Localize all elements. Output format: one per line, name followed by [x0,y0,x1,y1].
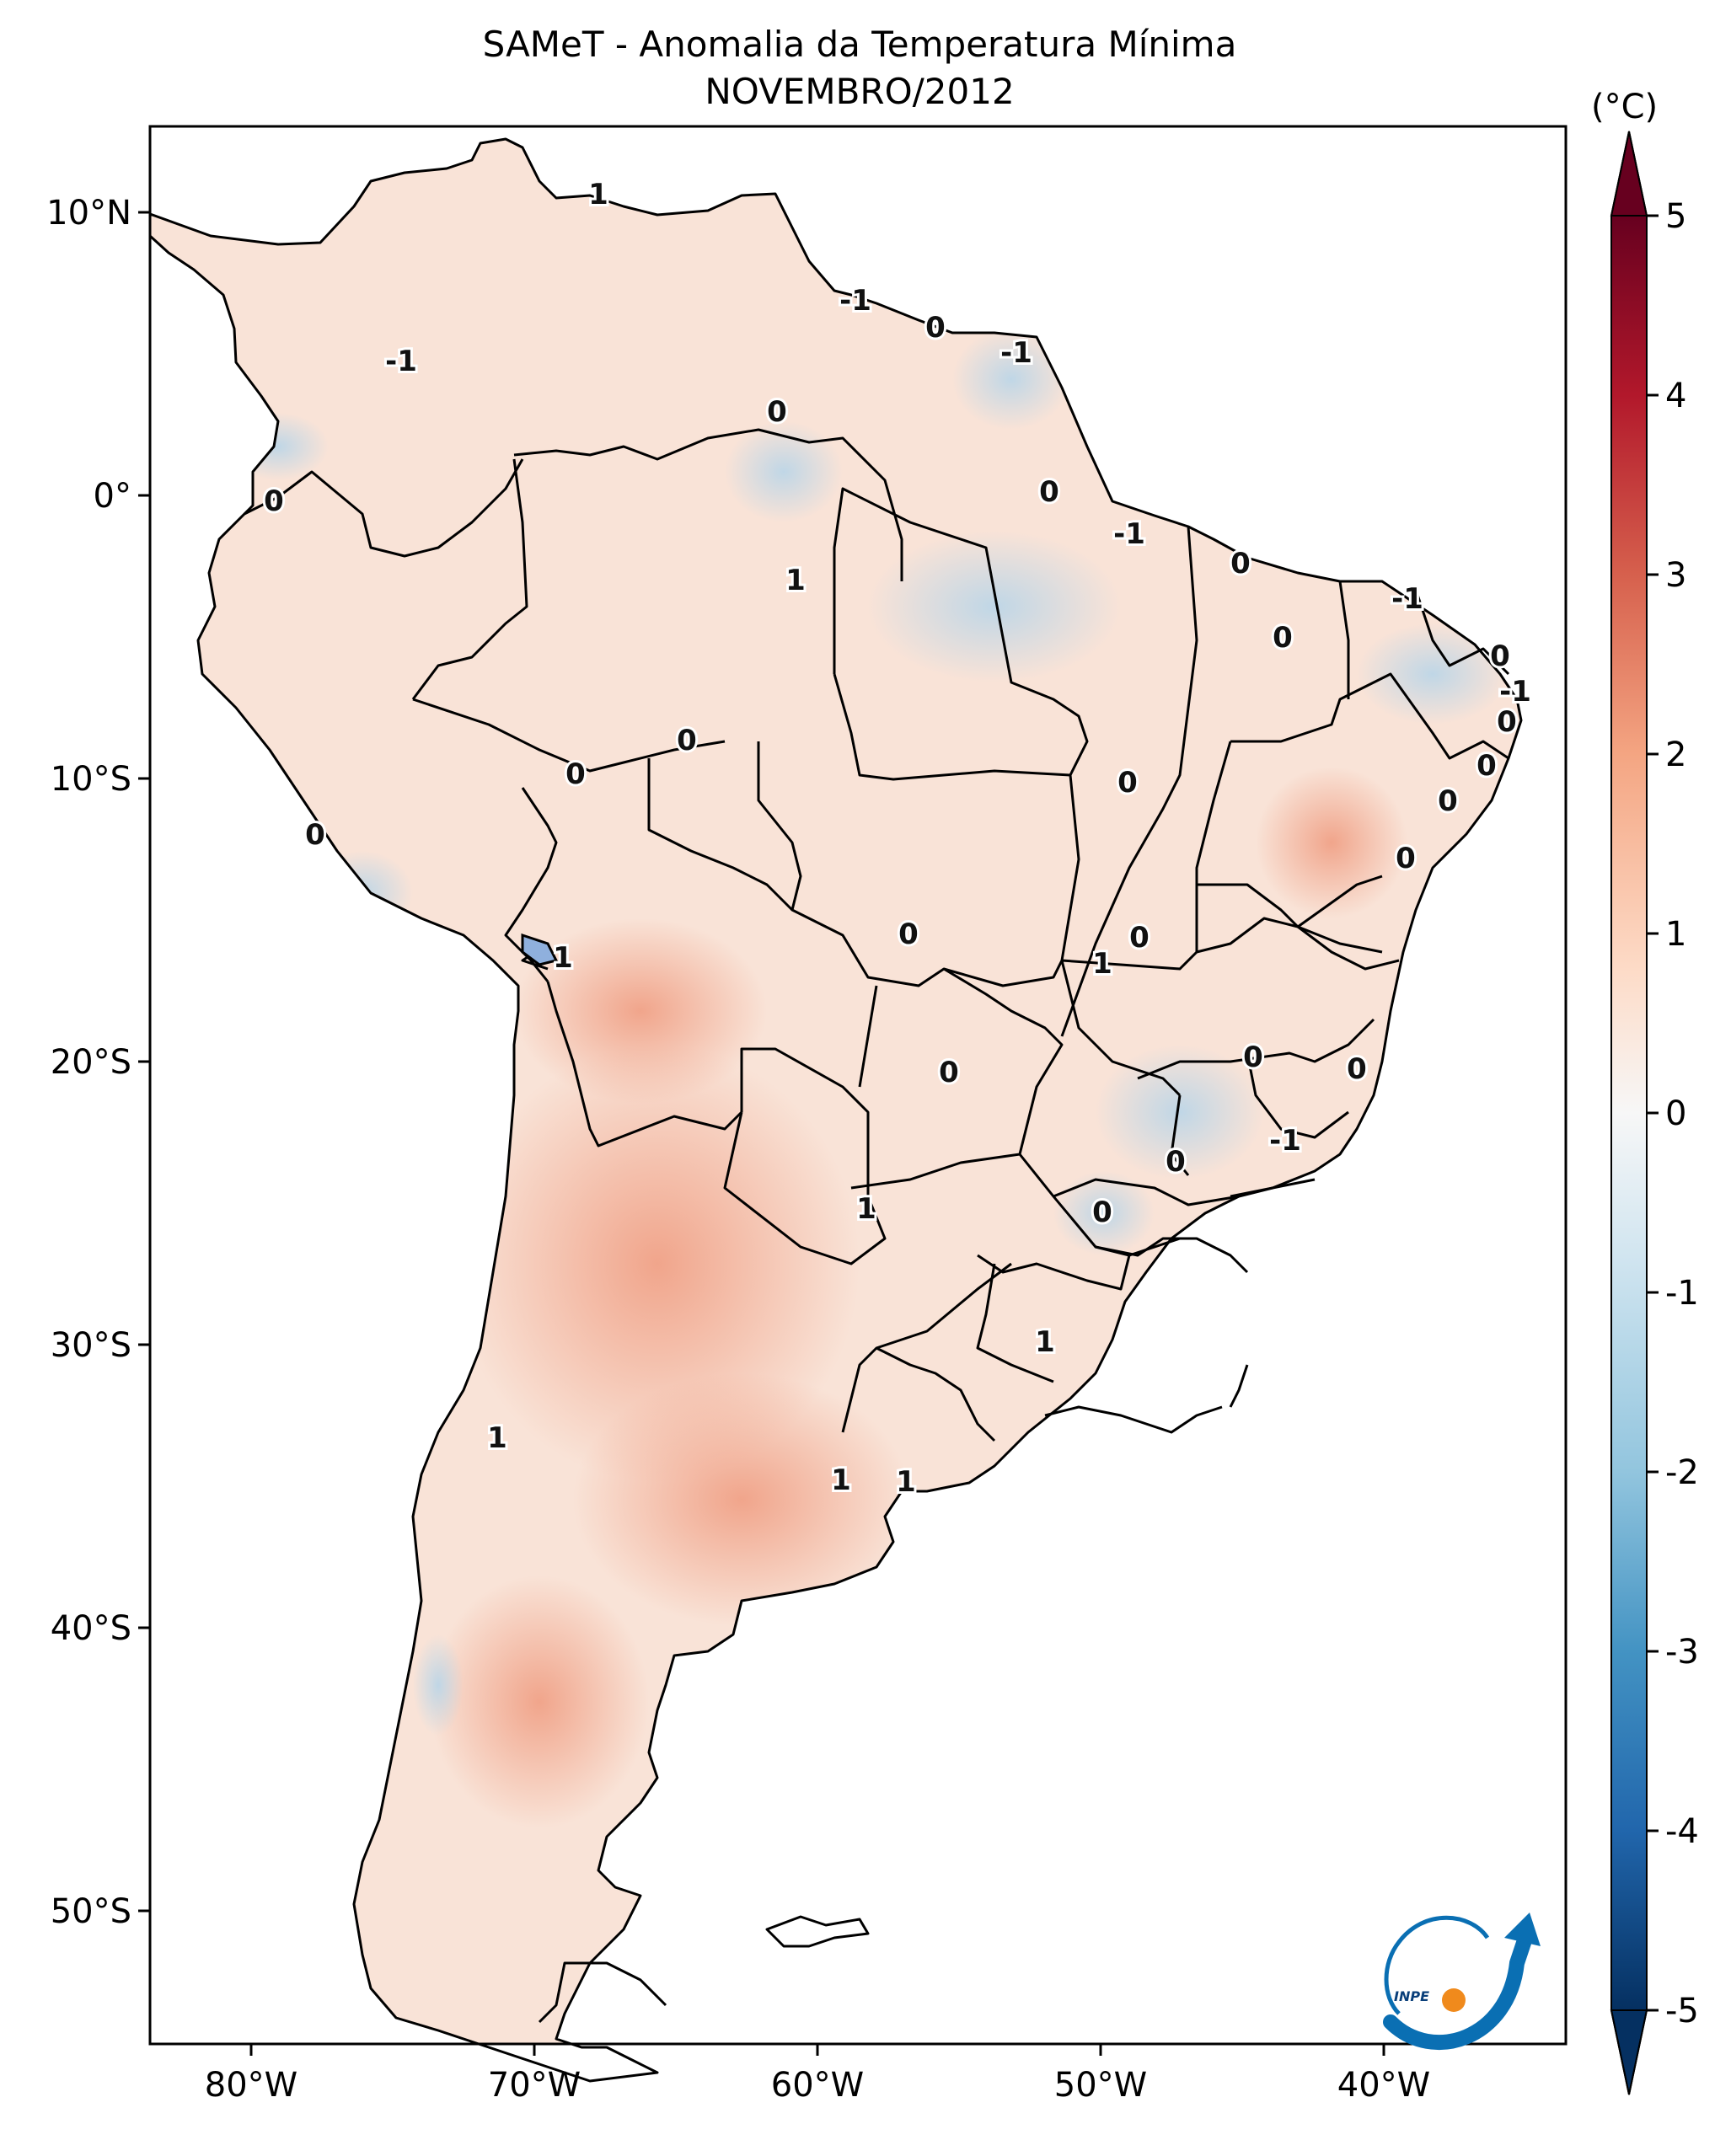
colorbar-tick-label: -1 [1665,1274,1699,1313]
lat-label-10s: 10°S [51,760,131,799]
lat-label-40s: 40°S [51,1609,131,1648]
contour-label: 0 [264,484,284,518]
contour-label: 0 [677,724,697,757]
contour-label: 0 [1490,639,1510,673]
colorbar-gradient [1611,216,1647,2010]
colorbar-tick-label: 3 [1665,556,1686,595]
contour-label: 0 [1092,1196,1112,1229]
contour-label: -1 [385,345,417,378]
lat-label-10n: 10°N [46,194,131,233]
contour-label: 0 [1166,1145,1186,1179]
contour-label: 0 [1438,784,1458,818]
lat-label-50s: 50°S [51,1892,131,1931]
lon-label-80w: 80°W [205,2066,297,2105]
contour-label: 0 [1497,705,1517,739]
contour-label: 1 [896,1465,916,1499]
lon-label-50w: 50°W [1054,2066,1147,2105]
contour-label: 0 [767,395,787,429]
lat-label-20s: 20°S [51,1043,131,1082]
contour-label: -1 [1499,675,1531,709]
chart-title: SAMeT - Anomalia da Temperatura Mínima [482,24,1237,65]
contour-label: -1 [1269,1124,1301,1158]
x-axis: 80°W 70°W 60°W 50°W 40°W [205,2044,1430,2105]
lon-label-60w: 60°W [771,2066,864,2105]
contour-label: 0 [1347,1052,1367,1086]
y-axis: 10°N 0° 10°S 20°S 30°S 40°S 50°S [46,194,150,1931]
contour-label: -1 [1391,582,1423,616]
contour-label: 1 [588,178,608,211]
colorbar-max-arrow [1610,131,1648,217]
logo-text: INPE [1394,1988,1429,2004]
contour-label: 0 [1243,1041,1263,1074]
contour-labels: 1 -1 -1 0 -1 0 0 0 -1 0 -1 1 0 0 -1 0 0 … [261,175,1534,1501]
contour-label: -1 [839,284,871,318]
colorbar-tick-label: 4 [1665,377,1686,415]
colorbar-tick-label: 0 [1665,1094,1686,1133]
contour-label: 0 [1476,749,1497,783]
lon-label-70w: 70°W [488,2066,581,2105]
colorbar-tick-label: 2 [1665,736,1686,774]
lat-label-30s: 30°S [51,1326,131,1365]
contour-label: 0 [1039,475,1059,509]
falkland-islands [765,1915,870,1948]
contour-label: 0 [1273,621,1293,655]
contour-label: -1 [1113,517,1145,551]
plot-frame [148,125,1568,2046]
colorbar-min-arrow [1610,2009,1648,2095]
colorbar-unit-label: (°C) [1591,88,1659,126]
contour-label: 0 [925,311,946,345]
contour-label: 0 [939,1056,959,1089]
contour-label: 1 [487,1421,507,1455]
contour-label: 1 [831,1463,851,1497]
lake-titicaca [521,933,559,966]
colorbar-tick-label: -4 [1665,1812,1699,1851]
contour-label: -1 [1000,336,1032,370]
colorbar-tick-label: 1 [1665,915,1686,954]
political-borders [244,428,1510,2024]
contour-label: 1 [553,941,573,975]
contour-label: 1 [856,1192,876,1226]
colorbar-tick-label: -3 [1665,1633,1699,1672]
contour-label: 0 [305,818,325,852]
colorbar-tick-label: -5 [1665,1992,1699,2030]
colorbar-tick-label: 5 [1665,197,1686,236]
contour-label: 0 [1117,766,1138,800]
colorbar-tick-label: -2 [1665,1453,1699,1492]
colorbar: 5 4 3 2 1 0 -1 -2 -3 -4 -5 [1610,131,1699,2095]
chart-subtitle: NOVEMBRO/2012 [705,71,1015,112]
contour-label: 1 [785,564,806,597]
lon-label-40w: 40°W [1337,2066,1430,2105]
contour-label: 1 [1092,947,1112,981]
lat-label-0: 0° [94,477,131,516]
inpe-logo-icon: INPE [1383,1913,1541,2050]
contour-label: 1 [1035,1325,1055,1359]
contour-label: 0 [1230,547,1251,580]
contour-label: 0 [1129,921,1150,955]
contour-label: 0 [565,757,586,791]
contour-label: 0 [898,918,919,951]
contour-label: 0 [1396,842,1416,875]
